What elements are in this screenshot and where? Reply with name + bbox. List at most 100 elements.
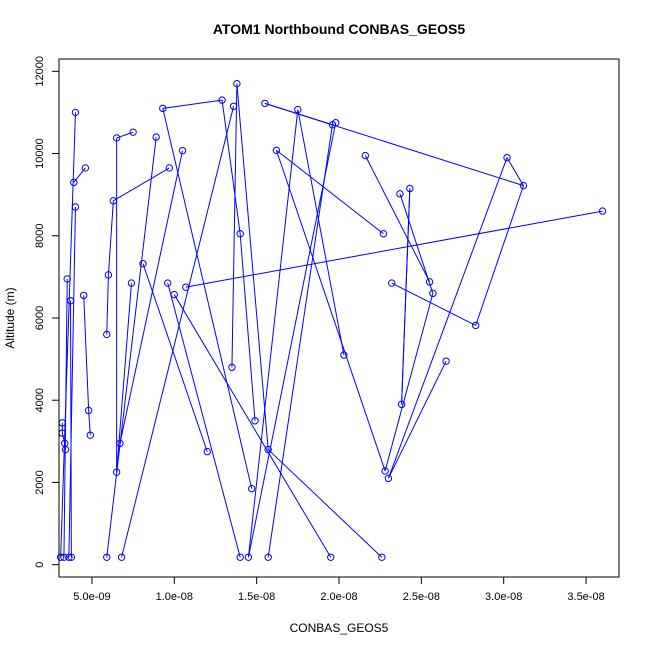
data-point	[396, 190, 404, 198]
data-point	[109, 197, 118, 205]
data-point	[103, 330, 111, 339]
data-point	[56, 553, 65, 561]
data-point	[66, 297, 75, 305]
series-line-segment	[239, 233, 256, 421]
data-point	[139, 260, 147, 268]
series-line-segment	[70, 300, 72, 558]
y-tick-label: 12000	[34, 56, 46, 87]
x-tick-label: 2.5e-08	[403, 591, 440, 603]
data-point	[218, 96, 226, 104]
x-axis: 5.0e-09 1.0e-08 1.5e-08 2.0e-08 2.5e-08 3.0e-…	[73, 576, 605, 603]
series-line-segment	[364, 155, 431, 283]
series-line-segment	[221, 100, 241, 234]
data-point	[86, 431, 94, 439]
data-point	[65, 553, 73, 561]
series-line-segment	[162, 108, 253, 489]
data-point	[503, 153, 511, 162]
series-line-segment	[162, 99, 223, 109]
data-point	[388, 279, 396, 287]
data-point	[152, 133, 160, 141]
data-point	[117, 553, 126, 561]
data-point	[60, 553, 68, 561]
series-line-segment	[231, 83, 238, 368]
y-tick-label: 0	[34, 562, 46, 568]
data-point	[127, 279, 136, 287]
data-point	[361, 151, 370, 160]
data-point	[80, 291, 88, 300]
data-point	[472, 321, 480, 330]
y-tick-label: 8000	[34, 224, 46, 248]
series-line-segment	[399, 193, 434, 294]
data-point	[384, 474, 393, 483]
series-line-segment	[387, 360, 447, 479]
data-point	[248, 484, 256, 493]
data-layer	[56, 79, 607, 561]
x-tick-label: 3.0e-08	[485, 591, 522, 603]
x-tick-label: 1.0e-08	[156, 591, 193, 603]
data-point	[429, 289, 437, 298]
x-tick-label: 1.5e-08	[238, 591, 275, 603]
series-line-segment	[68, 206, 76, 558]
y-tick-label: 10000	[34, 138, 46, 169]
data-point	[165, 164, 174, 172]
series-line-segment	[247, 122, 337, 558]
data-point	[203, 447, 211, 456]
data-point	[84, 406, 93, 415]
y-axis-label: Altitude (m)	[3, 287, 17, 348]
series-line-segment	[113, 167, 170, 202]
data-point	[340, 351, 348, 359]
data-point	[264, 553, 272, 561]
data-point	[233, 79, 241, 88]
series-line-segment	[276, 149, 384, 235]
data-point	[61, 445, 70, 454]
data-point	[116, 439, 124, 448]
data-point	[251, 417, 259, 425]
series-line-segment	[475, 185, 524, 326]
data-point	[103, 553, 111, 561]
data-point	[261, 99, 269, 108]
series-line-segment	[185, 210, 603, 288]
data-point	[294, 105, 302, 114]
series-line-segment	[106, 274, 109, 335]
data-point	[327, 553, 335, 561]
data-point	[182, 283, 190, 291]
series-line-segment	[275, 150, 386, 472]
series-line-segment	[106, 137, 157, 558]
y-tick-label: 4000	[34, 388, 46, 412]
series-line-segment	[297, 109, 345, 356]
data-point	[67, 553, 76, 561]
series-line-segment	[384, 293, 434, 472]
data-point	[228, 363, 236, 372]
x-axis-label: CONBAS_GEOS5	[290, 621, 389, 635]
data-point	[178, 146, 187, 155]
series-line-segment	[119, 150, 184, 444]
series-line-segment	[142, 263, 208, 452]
data-point	[81, 164, 90, 172]
data-point	[381, 467, 389, 475]
series-line-segment	[506, 157, 524, 186]
data-point	[598, 207, 607, 215]
data-point	[159, 104, 167, 113]
data-point	[379, 230, 388, 238]
data-point	[63, 275, 71, 283]
y-tick-label: 2000	[34, 470, 46, 494]
data-point	[264, 445, 272, 454]
x-tick-label: 3.5e-08	[567, 591, 604, 603]
data-point	[236, 230, 244, 238]
data-point	[272, 146, 281, 154]
series-line-segment	[60, 112, 76, 558]
data-point	[112, 134, 121, 142]
data-point	[164, 279, 172, 287]
x-tick-label: 5.0e-09	[73, 591, 110, 603]
data-point	[70, 178, 78, 187]
series-line-segment	[247, 109, 299, 558]
series-line-segment	[83, 295, 90, 411]
chart-title: ATOM1 Northbound CONBAS_GEOS5	[213, 21, 465, 37]
series-line-segment	[267, 124, 333, 558]
series-line-segment	[264, 102, 333, 126]
series-line-segment	[267, 449, 383, 558]
data-point	[104, 271, 113, 279]
data-point	[332, 119, 340, 127]
